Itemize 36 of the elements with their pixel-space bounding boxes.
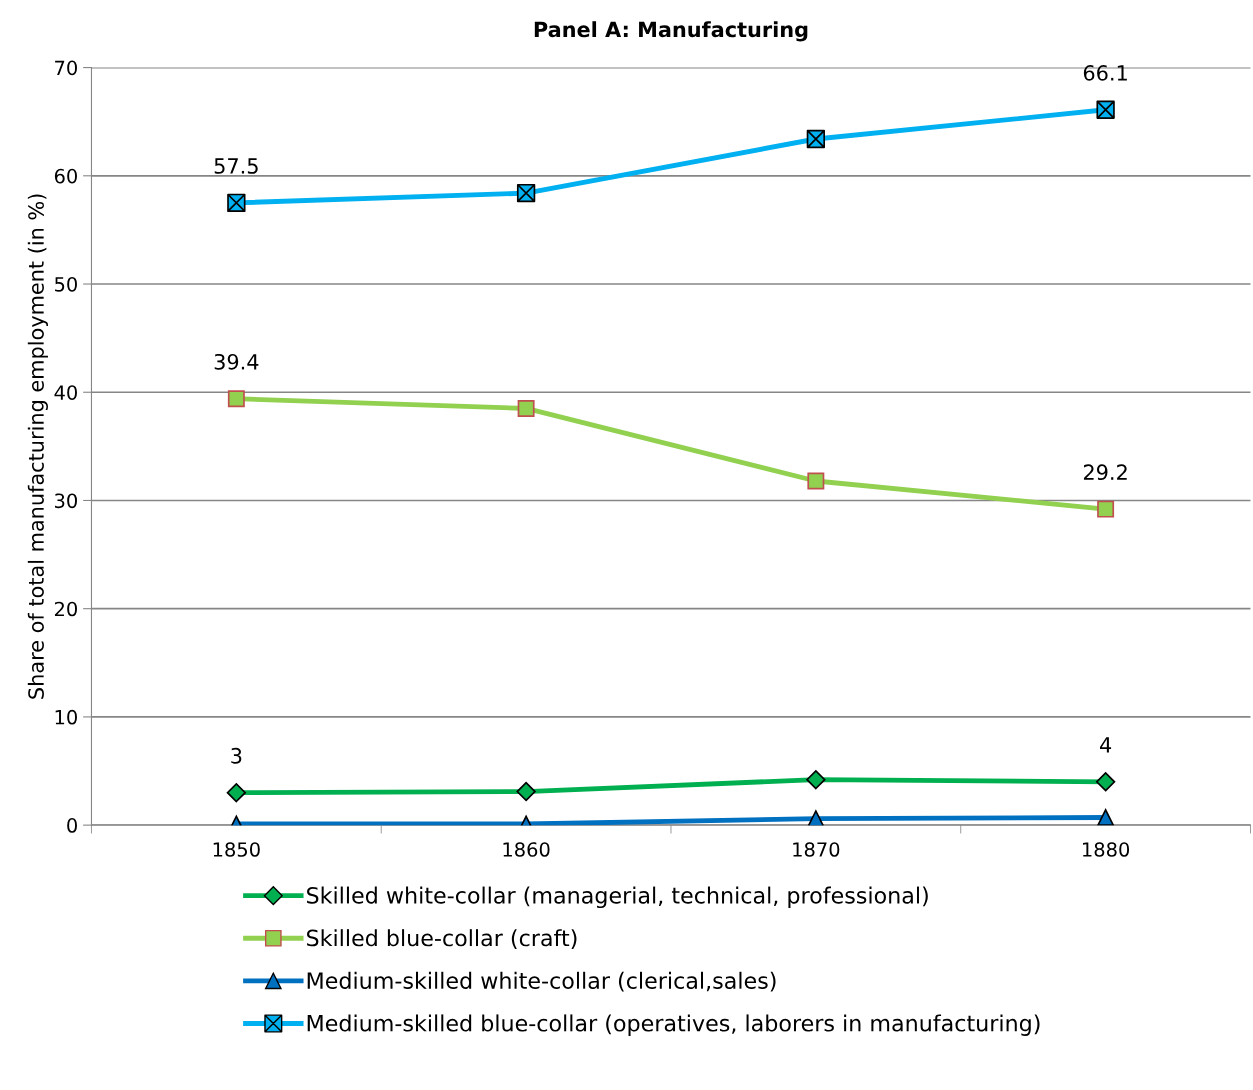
point	[807, 810, 825, 826]
data-label: 3	[231, 747, 242, 764]
chart-title: Panel A: Manufacturing	[534, 21, 808, 42]
legend-label: Medium-skilled blue-collar (operatives, laborers in manufacturing)	[307, 1014, 1040, 1036]
y-axis-title: Share of total manufacturing employment (in %)	[27, 194, 48, 699]
x-tick-label: 1870	[793, 842, 840, 857]
y-tick-label: 60	[54, 168, 77, 184]
x-tick-label: 1860	[503, 842, 550, 857]
x-tick-label: 1880	[1083, 842, 1130, 857]
y-tick-label: 30	[55, 493, 77, 509]
legend-label: Skilled white-collar (managerial, technical, professional)	[307, 886, 928, 909]
data-label: 66.1	[1083, 64, 1127, 81]
legend-label: Medium-skilled white-collar (clerical,sales)	[307, 971, 776, 992]
y-tick-label: 50	[55, 276, 77, 292]
point	[807, 472, 825, 490]
point	[227, 193, 246, 213]
point	[226, 782, 247, 803]
legend-label: Skilled blue-collar (craft)	[307, 929, 577, 949]
point	[517, 400, 535, 417]
point	[1097, 809, 1115, 826]
y-tick-label: 0	[67, 818, 77, 833]
y-tick-label: 10	[55, 709, 77, 725]
point	[1097, 500, 1115, 518]
data-label: 29.2	[1083, 464, 1127, 481]
point	[516, 781, 536, 802]
data-label: 39.4	[214, 353, 259, 370]
y-tick-label: 70	[55, 60, 77, 76]
y-tick-label: 40	[54, 385, 77, 400]
point	[1096, 100, 1115, 119]
point	[1095, 772, 1116, 792]
data-label: 4	[1100, 737, 1112, 753]
point	[227, 390, 245, 408]
data-label: 57.5	[214, 158, 258, 174]
point	[806, 770, 826, 790]
x-tick-label: 1850	[213, 842, 260, 857]
y-tick-label: 20	[54, 601, 77, 617]
